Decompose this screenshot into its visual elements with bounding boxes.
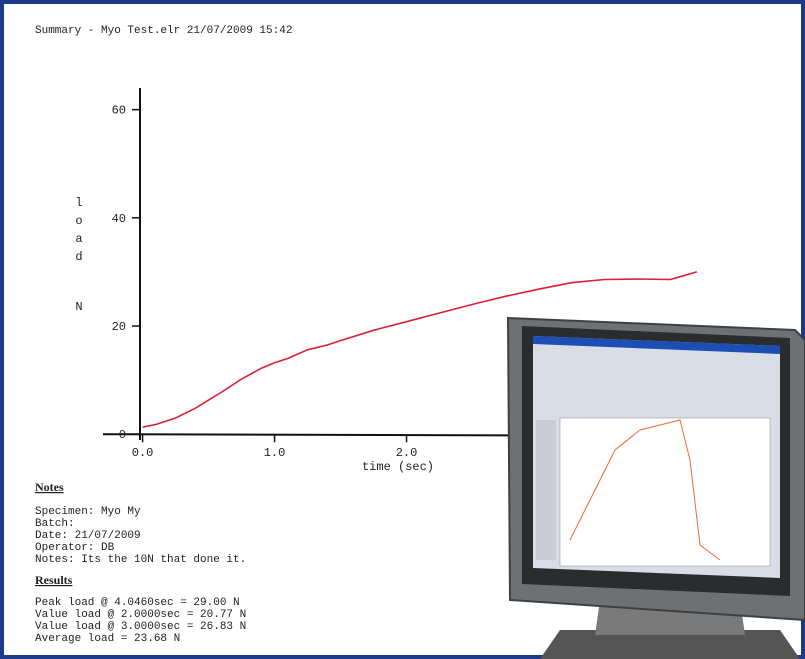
y-tick-label: 40	[112, 212, 126, 226]
x-tick-label: 0.0	[132, 446, 154, 460]
monitor	[506, 316, 805, 659]
result-line: Average load = 23.68 N	[35, 633, 180, 645]
x-tick-label: 2.0	[396, 446, 418, 460]
result-line: Value load @ 3.0000sec = 26.83 N	[35, 621, 246, 633]
note-line: Batch:	[35, 518, 75, 530]
window-titlebar	[533, 336, 780, 354]
data-line	[142, 271, 698, 428]
result-line: Peak load @ 4.0460sec = 29.00 N	[35, 597, 240, 609]
screen-curve	[569, 419, 721, 561]
x-axis-label: time (sec)	[362, 460, 434, 474]
y-tick-label: 20	[112, 320, 126, 334]
y-axis-label: load	[72, 196, 86, 268]
note-line: Operator: DB	[35, 542, 115, 554]
screen-sidebar	[536, 420, 556, 560]
x-tick-label: 1.0	[264, 446, 286, 460]
note-line: Specimen: Myo My	[35, 506, 141, 518]
y-tick-label: 0	[119, 428, 126, 442]
monitor-stand	[540, 630, 800, 659]
y-tick-label: 60	[112, 104, 126, 118]
result-line: Value load @ 2.0000sec = 20.77 N	[35, 609, 246, 621]
y-axis-unit: N	[75, 300, 82, 314]
note-line: Notes: Its the 10N that done it.	[35, 554, 246, 566]
results-heading: Results	[35, 573, 73, 587]
note-line: Date: 21/07/2009	[35, 530, 141, 542]
screen-plot	[559, 417, 771, 567]
notes-heading: Notes	[35, 480, 64, 494]
report-title: Summary - Myo Test.elr 21/07/2009 15:42	[35, 25, 292, 37]
